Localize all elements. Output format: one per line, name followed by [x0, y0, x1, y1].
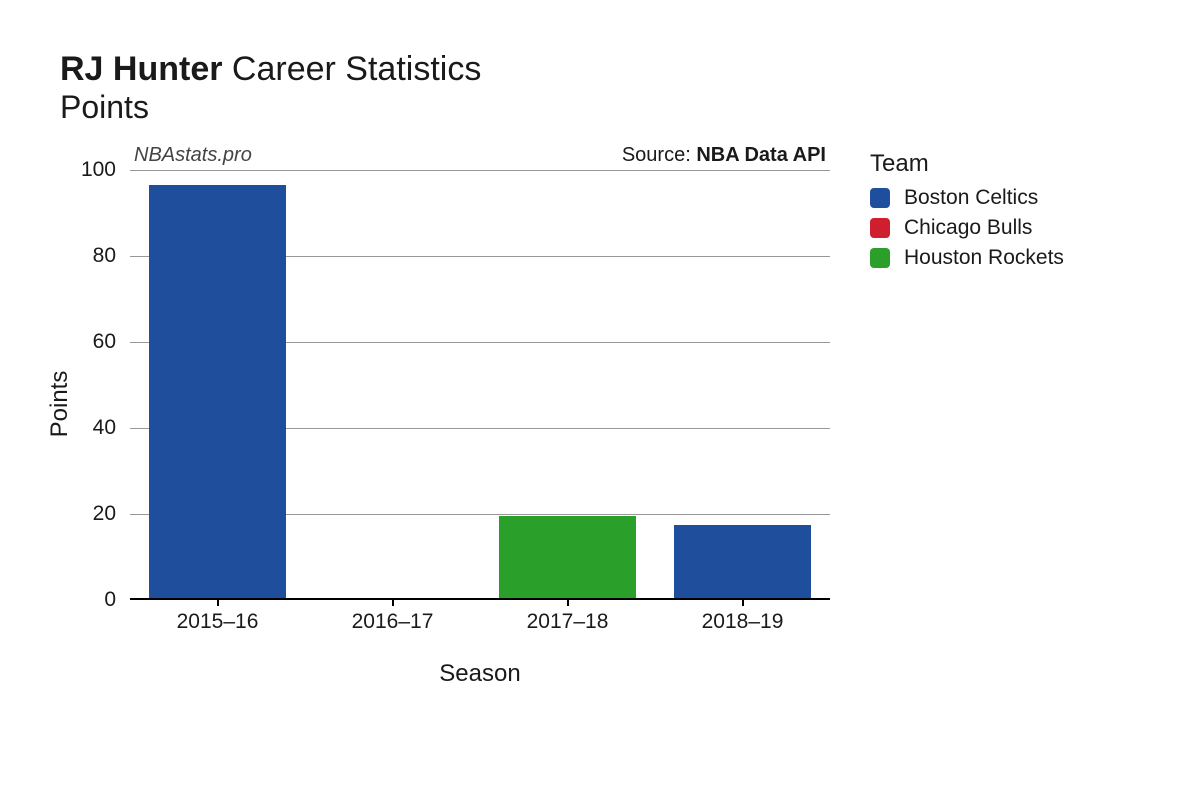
- source-annotation: Source: NBA Data API: [622, 144, 826, 167]
- y-tick-label: 60: [93, 330, 116, 354]
- legend-label: Chicago Bulls: [904, 216, 1032, 240]
- legend-label: Houston Rockets: [904, 246, 1064, 270]
- annotation-row: NBAstats.pro Source: NBA Data API: [130, 144, 830, 170]
- chart-wrap: Points NBAstats.pro Source: NBA Data API…: [60, 144, 840, 688]
- chart-row: Points NBAstats.pro Source: NBA Data API…: [60, 144, 1160, 688]
- y-tick-label: 80: [93, 244, 116, 268]
- legend-item: Boston Celtics: [870, 186, 1064, 210]
- bar: [499, 516, 636, 598]
- x-tick-label: 2017–18: [527, 610, 609, 634]
- plot-outer: 020406080100 2015–16 2016–17 2017–18 2018–1…: [130, 170, 830, 640]
- title-block: RJ Hunter Career Statistics Points: [60, 50, 1160, 126]
- x-axis-label: Season: [130, 660, 830, 688]
- y-axis-label: Points: [46, 371, 74, 438]
- x-tick-label: 2015–16: [177, 610, 259, 634]
- source-name: NBA Data API: [696, 144, 826, 166]
- site-watermark: NBAstats.pro: [134, 144, 252, 167]
- x-tick-label: 2018–19: [702, 610, 784, 634]
- title-metric: Points: [60, 89, 1160, 126]
- x-tick-label: 2016–17: [352, 610, 434, 634]
- legend-items: Boston Celtics Chicago Bulls Houston Rocke…: [870, 186, 1064, 270]
- title-line-1: RJ Hunter Career Statistics: [60, 50, 1160, 89]
- title-suffix: Career Statistics: [232, 50, 481, 88]
- x-tick-row: 2015–16 2016–17 2017–18 2018–19: [130, 600, 830, 640]
- bar: [674, 525, 811, 598]
- legend-swatch: [870, 218, 890, 238]
- y-tick-label: 100: [81, 158, 116, 182]
- legend-swatch: [870, 248, 890, 268]
- chart-container: RJ Hunter Career Statistics Points Point…: [0, 0, 1200, 800]
- y-tick-label: 0: [104, 588, 116, 612]
- gridline: [130, 170, 830, 171]
- legend-title: Team: [870, 150, 1064, 178]
- y-tick-label: 40: [93, 416, 116, 440]
- plot-area: 020406080100: [130, 170, 830, 600]
- legend: Team Boston Celtics Chicago Bulls Houston …: [870, 150, 1064, 276]
- legend-item: Chicago Bulls: [870, 216, 1064, 240]
- legend-label: Boston Celtics: [904, 186, 1038, 210]
- legend-swatch: [870, 188, 890, 208]
- y-tick-label: 20: [93, 502, 116, 526]
- source-label: Source:: [622, 144, 691, 166]
- legend-item: Houston Rockets: [870, 246, 1064, 270]
- bar: [149, 185, 286, 598]
- player-name: RJ Hunter: [60, 50, 222, 88]
